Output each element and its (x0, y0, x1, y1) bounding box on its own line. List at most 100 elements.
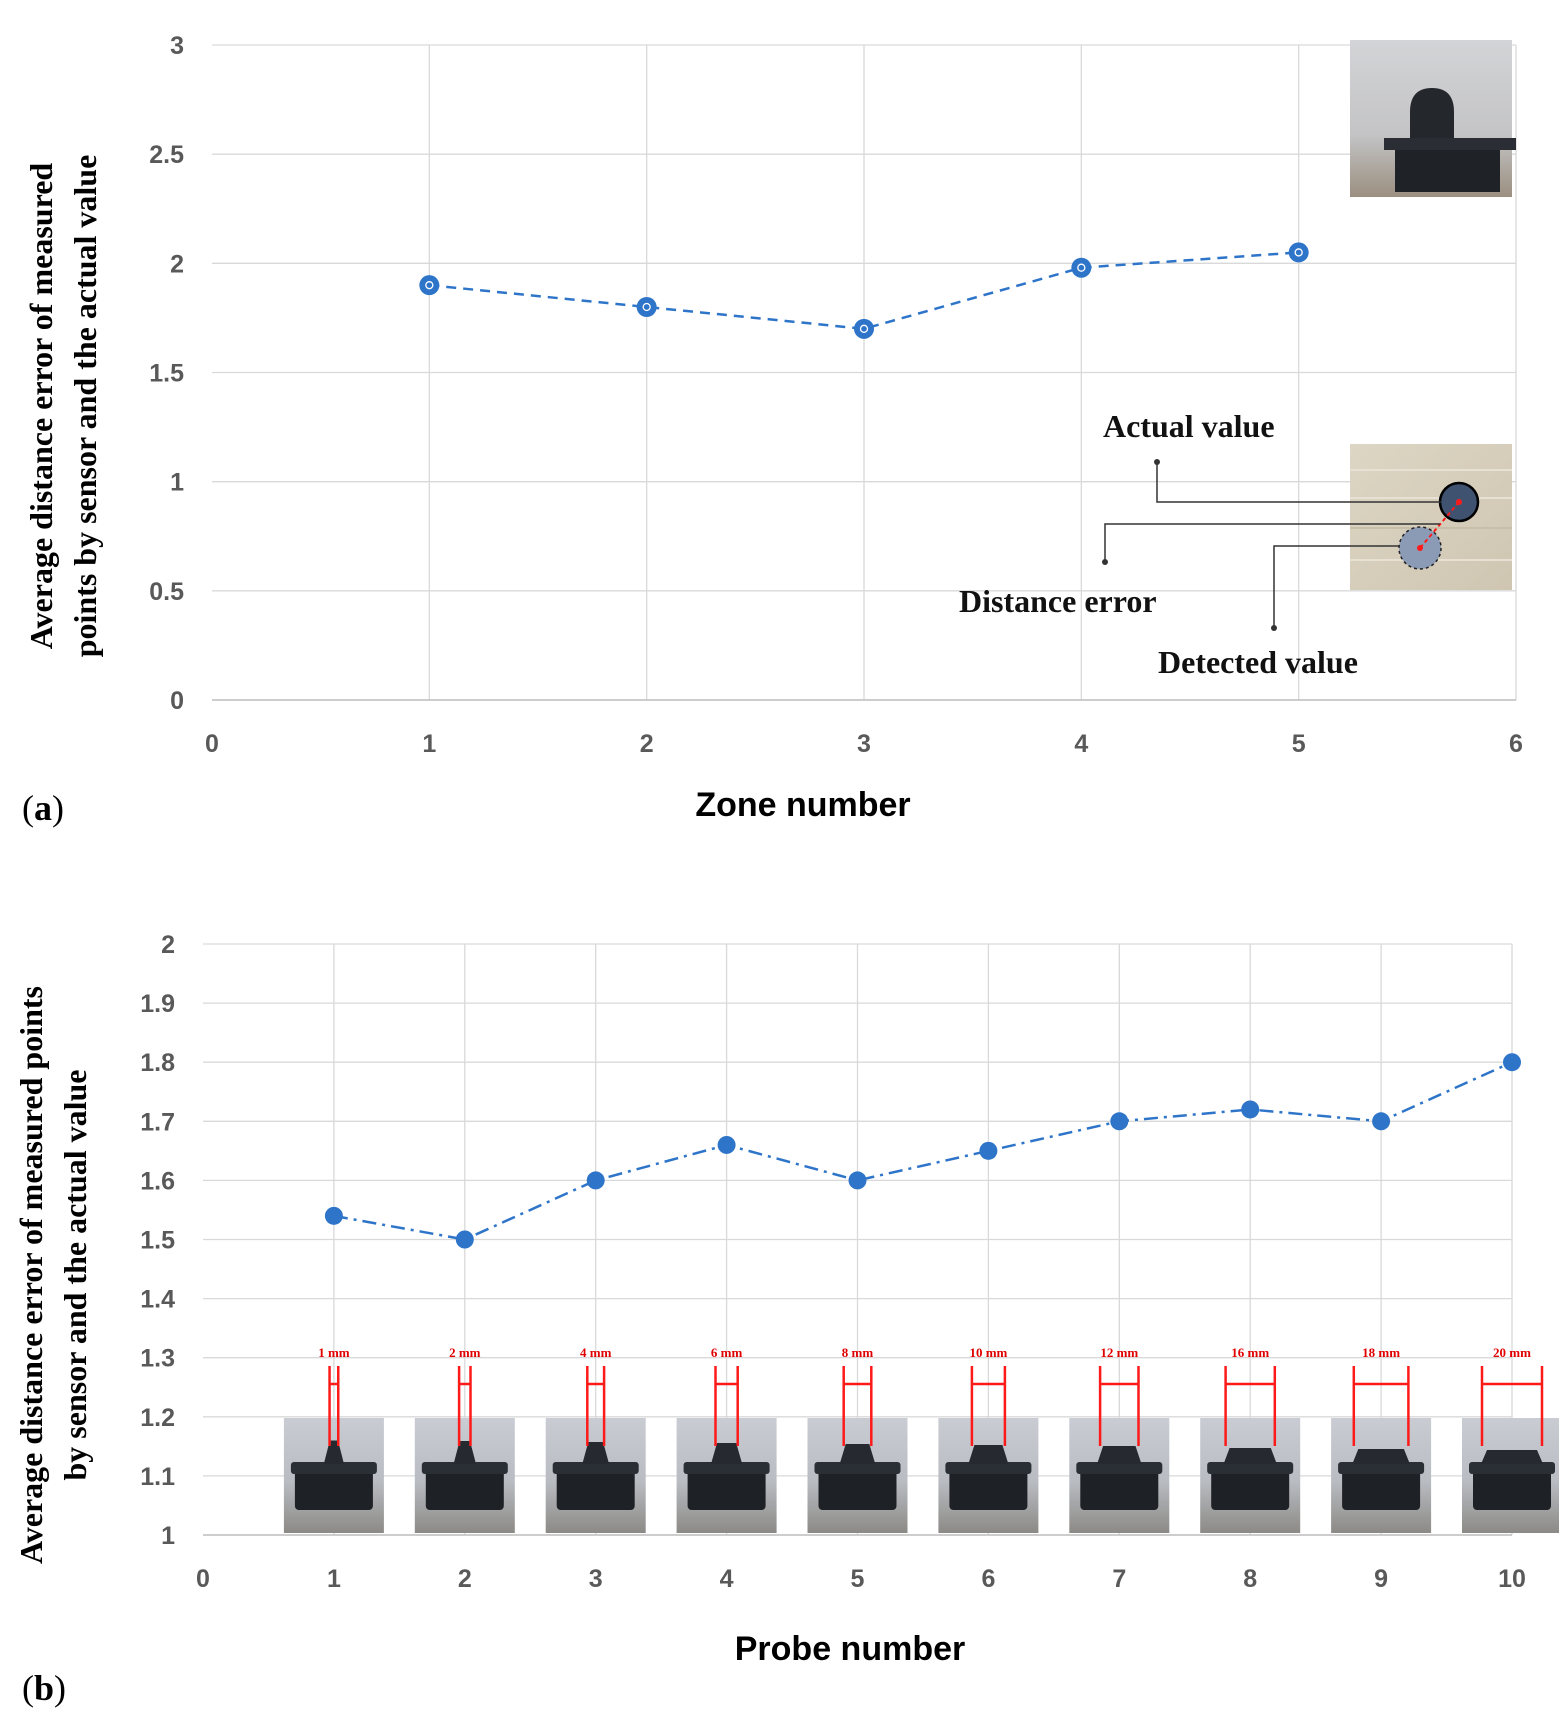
data-point-center (1294, 248, 1303, 257)
data-point (324, 1206, 343, 1225)
x-tick-label: 3 (857, 730, 871, 758)
probe-tip (1097, 1446, 1142, 1464)
series-line (429, 251, 1299, 331)
probe-tip (1223, 1448, 1277, 1464)
chart-a: 0 0.5 1 1.5 2 2.5 3 0 1 2 3 4 5 6 (22, 32, 1523, 828)
svg-text:(a): (a) (22, 788, 64, 828)
panel-label-a: (a) (22, 788, 64, 828)
probe-size-label: 20 mm (1493, 1345, 1531, 1360)
probe-size-label: 18 mm (1362, 1345, 1400, 1360)
y-tick-label: 1.5 (140, 1227, 175, 1255)
probe-size-label: 4 mm (580, 1345, 612, 1360)
chart-b-xlabel: Probe number (735, 1630, 965, 1668)
probe-photo: 12 mm (1069, 1345, 1170, 1533)
panel-letter-a: a (34, 788, 52, 828)
chart-b-series (324, 1053, 1521, 1249)
chart-a-ylabel-line2: points by sensor and the actual value (67, 155, 103, 658)
probe-photo: 2 mm (414, 1345, 515, 1533)
probe-tip (839, 1444, 876, 1464)
probe-base (294, 1470, 373, 1510)
probe-photos: 1 mm 2 mm 4 mm 6 mm 8 mm 10 mm 12 mm 16 mm 18 mm… (283, 1345, 1559, 1533)
chart-b-ylabel-line1: Average distance error of measured point… (13, 986, 49, 1564)
chart-a-ylabel-line1: Average distance error of measured (23, 163, 59, 650)
x-tick-label: 5 (851, 1565, 865, 1593)
x-tick-label: 0 (205, 730, 219, 758)
probe-photo: 8 mm (807, 1345, 908, 1533)
probe-tip (453, 1441, 476, 1464)
probe-tip (323, 1440, 344, 1464)
probe-photo: 4 mm (545, 1345, 646, 1533)
probe-tip (582, 1442, 610, 1464)
annotation-distance-error: Distance error (959, 583, 1157, 619)
y-tick-label: 0 (170, 687, 184, 715)
probe-base (687, 1470, 766, 1510)
y-tick-label: 1.9 (140, 990, 175, 1018)
probe-rim (1207, 1462, 1294, 1474)
data-point (848, 1171, 867, 1190)
probe-photo: 20 mm (1462, 1345, 1559, 1533)
y-tick-label: 1.8 (140, 1049, 175, 1077)
probe-size-label: 10 mm (969, 1345, 1007, 1360)
data-point (1503, 1053, 1521, 1072)
y-tick-label: 3 (170, 32, 184, 60)
annotation-actual-value: Actual value (1103, 408, 1275, 444)
probe-base (1080, 1470, 1159, 1510)
error-diagram-inset (1102, 444, 1512, 631)
y-tick-label: 1.3 (140, 1345, 175, 1373)
x-tick-label: 2 (640, 730, 654, 758)
probe-rim (1338, 1462, 1425, 1474)
y-tick-label: 2.5 (149, 141, 184, 169)
chart-a-ticks: 0 0.5 1 1.5 2 2.5 3 0 1 2 3 4 5 6 (149, 32, 1523, 758)
probe-tip (968, 1445, 1009, 1464)
probe-rim (945, 1462, 1032, 1474)
svg-text:(b): (b) (22, 1668, 66, 1708)
y-tick-label: 1.5 (149, 360, 184, 388)
data-point (979, 1141, 998, 1160)
probe-tip (1352, 1449, 1410, 1464)
chart-b-ticks: 11.11.21.31.41.51.61.71.81.920 1 2 3 4 5 6 7 8 9 1… (140, 931, 1526, 1593)
data-point-center (1077, 263, 1086, 272)
probe-size-label: 1 mm (318, 1345, 350, 1360)
probe-rim (814, 1462, 901, 1474)
y-tick-label: 0.5 (149, 578, 184, 606)
x-tick-label: 10 (1498, 1565, 1526, 1593)
probe-tip (1481, 1450, 1543, 1464)
probe-rim (421, 1462, 508, 1474)
probe-base (1473, 1470, 1551, 1510)
probe-photo: 6 mm (676, 1345, 777, 1533)
y-tick-label: 2 (161, 931, 175, 959)
probe-size-label: 2 mm (449, 1345, 481, 1360)
x-tick-label: 1 (327, 1565, 341, 1593)
panel-label-b: (b) (22, 1668, 66, 1708)
x-tick-label: 9 (1374, 1565, 1388, 1593)
probe-rim (1076, 1462, 1163, 1474)
data-point (586, 1171, 605, 1190)
data-point (854, 318, 874, 339)
probe-base (949, 1470, 1028, 1510)
data-point (419, 275, 440, 296)
x-tick-label: 2 (458, 1565, 472, 1593)
y-tick-label: 1.1 (140, 1463, 175, 1491)
chart-b: 11.11.21.31.41.51.61.71.81.920 1 2 3 4 5 6 7 8 9 1… (13, 931, 1559, 1708)
probe-photo: 16 mm (1200, 1345, 1301, 1533)
x-tick-label: 6 (1509, 730, 1523, 758)
probe-rim (683, 1462, 770, 1474)
y-tick-label: 2 (170, 250, 184, 278)
data-point (1241, 1100, 1260, 1119)
chart-a-grid (212, 44, 1517, 701)
probe-photo-inset (1350, 40, 1516, 197)
data-point (455, 1230, 474, 1249)
x-tick-label: 0 (196, 1565, 210, 1593)
probe-photo: 18 mm (1331, 1345, 1432, 1533)
data-point-center (642, 302, 651, 312)
probe-photo: 1 mm (283, 1345, 384, 1533)
chart-a-xlabel: Zone number (695, 786, 910, 824)
y-tick-label: 1 (161, 1522, 175, 1550)
probe-size-label: 6 mm (711, 1345, 743, 1360)
data-point (636, 297, 657, 317)
y-tick-label: 1.2 (140, 1404, 175, 1432)
x-tick-label: 1 (422, 730, 436, 758)
series-line (333, 1061, 1513, 1241)
y-tick-label: 1 (170, 469, 184, 497)
